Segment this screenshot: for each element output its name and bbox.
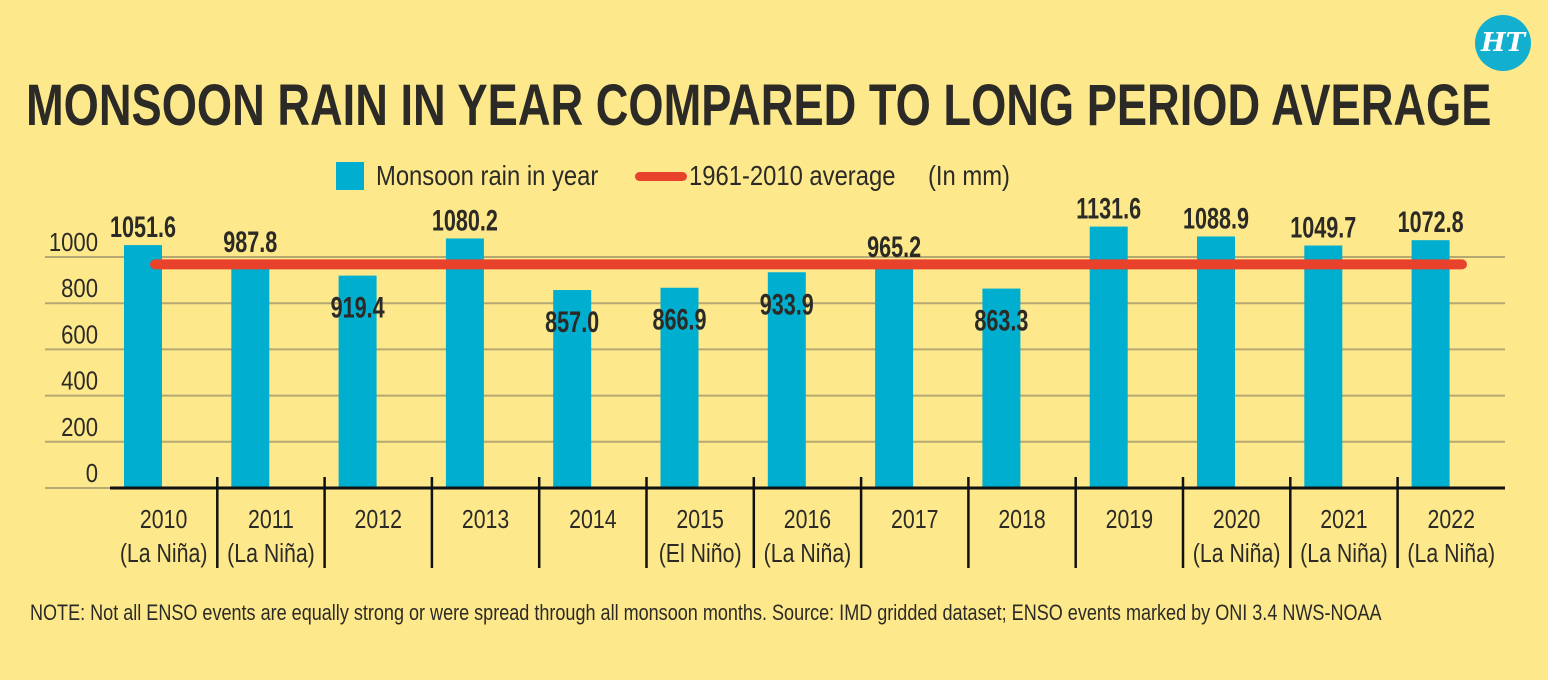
data-label: 857.0 [545, 304, 599, 338]
chart-title: MONSOON RAIN IN YEAR COMPARED TO LONG PE… [26, 73, 1492, 138]
y-tick-label: 0 [86, 459, 98, 488]
legend-label-line: 1961-2010 average [689, 160, 896, 191]
bar-2016 [767, 272, 806, 488]
enso-note: (La Niña) [1300, 539, 1388, 569]
unit-label: (In mm) [928, 160, 1011, 191]
x-tick-label: 2021 [1320, 505, 1367, 535]
bar-2018 [982, 288, 1021, 488]
y-tick-label: 200 [61, 413, 98, 442]
data-label: 933.9 [760, 287, 814, 321]
x-tick-label: 2020 [1213, 505, 1260, 535]
data-label: 1131.6 [1076, 191, 1141, 225]
bar-2013 [445, 238, 484, 488]
legend-swatch-line [635, 171, 688, 181]
enso-note: (La Niña) [764, 539, 852, 569]
y-tick-label: 800 [61, 275, 98, 304]
bar-2021 [1304, 245, 1343, 488]
enso-note: (El Niño) [659, 539, 742, 569]
bar-2012 [338, 275, 377, 488]
data-label: 1088.9 [1183, 201, 1249, 235]
data-label: 919.4 [331, 290, 385, 324]
bar-2015 [660, 287, 699, 488]
footnote: NOTE: Not all ENSO events are equally st… [30, 600, 1382, 625]
x-tick-label: 2012 [355, 505, 402, 535]
bar-2022 [1411, 240, 1450, 488]
x-tick-label: 2016 [784, 505, 831, 535]
legend-swatch-bar [336, 162, 364, 190]
y-tick-label: 1000 [49, 228, 98, 257]
bar-2014 [553, 290, 592, 488]
data-label: 863.3 [974, 303, 1028, 337]
legend: Monsoon rain in year 1961-2010 average (… [336, 160, 1025, 192]
ht-logo: HT [1475, 15, 1531, 71]
enso-note: (La Niña) [1407, 539, 1495, 569]
enso-note: (La Niña) [120, 539, 208, 569]
enso-note: (La Niña) [227, 539, 315, 569]
data-label: 1080.2 [432, 203, 498, 237]
bar-2017 [875, 265, 914, 488]
data-label: 1051.6 [110, 210, 176, 244]
y-tick-label: 400 [61, 367, 98, 396]
y-tick-label: 600 [61, 321, 98, 350]
enso-note: (La Niña) [1193, 539, 1281, 569]
data-label: 987.8 [223, 224, 277, 258]
x-tick-label: 2015 [676, 505, 723, 535]
x-tick-label: 2011 [248, 505, 294, 535]
data-label: 866.9 [652, 302, 706, 336]
x-tick-label: 2014 [569, 505, 616, 535]
bar-2010 [124, 245, 162, 488]
x-tick-label: 2022 [1428, 505, 1475, 535]
x-tick-label: 2010 [140, 505, 187, 535]
x-tick-label: 2013 [462, 505, 509, 535]
x-tick-label: 2017 [891, 505, 938, 535]
data-label: 1049.7 [1290, 210, 1356, 244]
bar-2011 [231, 259, 270, 488]
bar-2019 [1089, 226, 1128, 488]
data-label: 965.2 [867, 229, 921, 263]
x-tick-label: 2018 [998, 505, 1045, 535]
bar-2020 [1197, 236, 1235, 488]
data-label: 1072.8 [1398, 205, 1464, 239]
bar-chart: 0 200 400 600 800 1000 1051.6 2010 (La Niña) 987.… [45, 191, 1505, 569]
legend-label-bar: Monsoon rain in year [376, 160, 599, 191]
x-tick-label: 2019 [1106, 505, 1153, 535]
